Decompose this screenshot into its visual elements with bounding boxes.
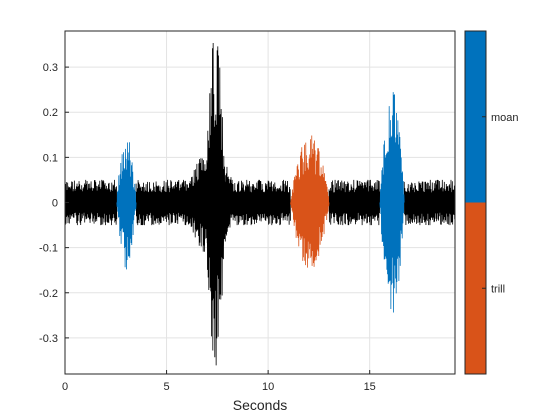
- colorbar-swatch-trill: [465, 202, 486, 374]
- y-tick-label: 0.1: [43, 152, 58, 164]
- waveform-segment-noise: [403, 179, 456, 226]
- axis-ticks: 0 5 10 15 -0.3 -0.2 -0.1 0 0.1 0.2 0.3: [39, 62, 376, 393]
- x-tick-label: 10: [262, 381, 274, 393]
- waveform-segment-noise: [204, 42, 226, 366]
- waveform-segment-moan: [116, 142, 137, 270]
- colorbar-frame: [464, 30, 487, 375]
- waveform-series: [64, 42, 456, 366]
- waveform-segment-noise: [328, 179, 381, 226]
- colorbar-label: trill: [491, 283, 505, 295]
- y-tick-label: -0.1: [39, 243, 58, 255]
- waveform-segment-trill: [290, 135, 330, 268]
- y-tick-label: 0: [52, 198, 58, 210]
- x-tick-label: 15: [364, 381, 376, 393]
- waveform-segment-moan: [379, 92, 405, 313]
- colorbar-swatch-moan: [465, 31, 486, 203]
- x-axis-label: Seconds: [233, 397, 287, 413]
- y-tick-label: 0.2: [43, 107, 58, 119]
- y-tick-label: -0.3: [39, 333, 58, 345]
- y-tick-label: -0.2: [39, 288, 58, 300]
- x-tick-label: 5: [164, 381, 170, 393]
- colorbar-label: moan: [491, 112, 519, 124]
- waveform-segment-noise: [64, 179, 118, 226]
- y-tick-label: 0.3: [43, 62, 58, 74]
- x-tick-label: 0: [62, 381, 68, 393]
- colorbar: moan trill: [464, 30, 519, 375]
